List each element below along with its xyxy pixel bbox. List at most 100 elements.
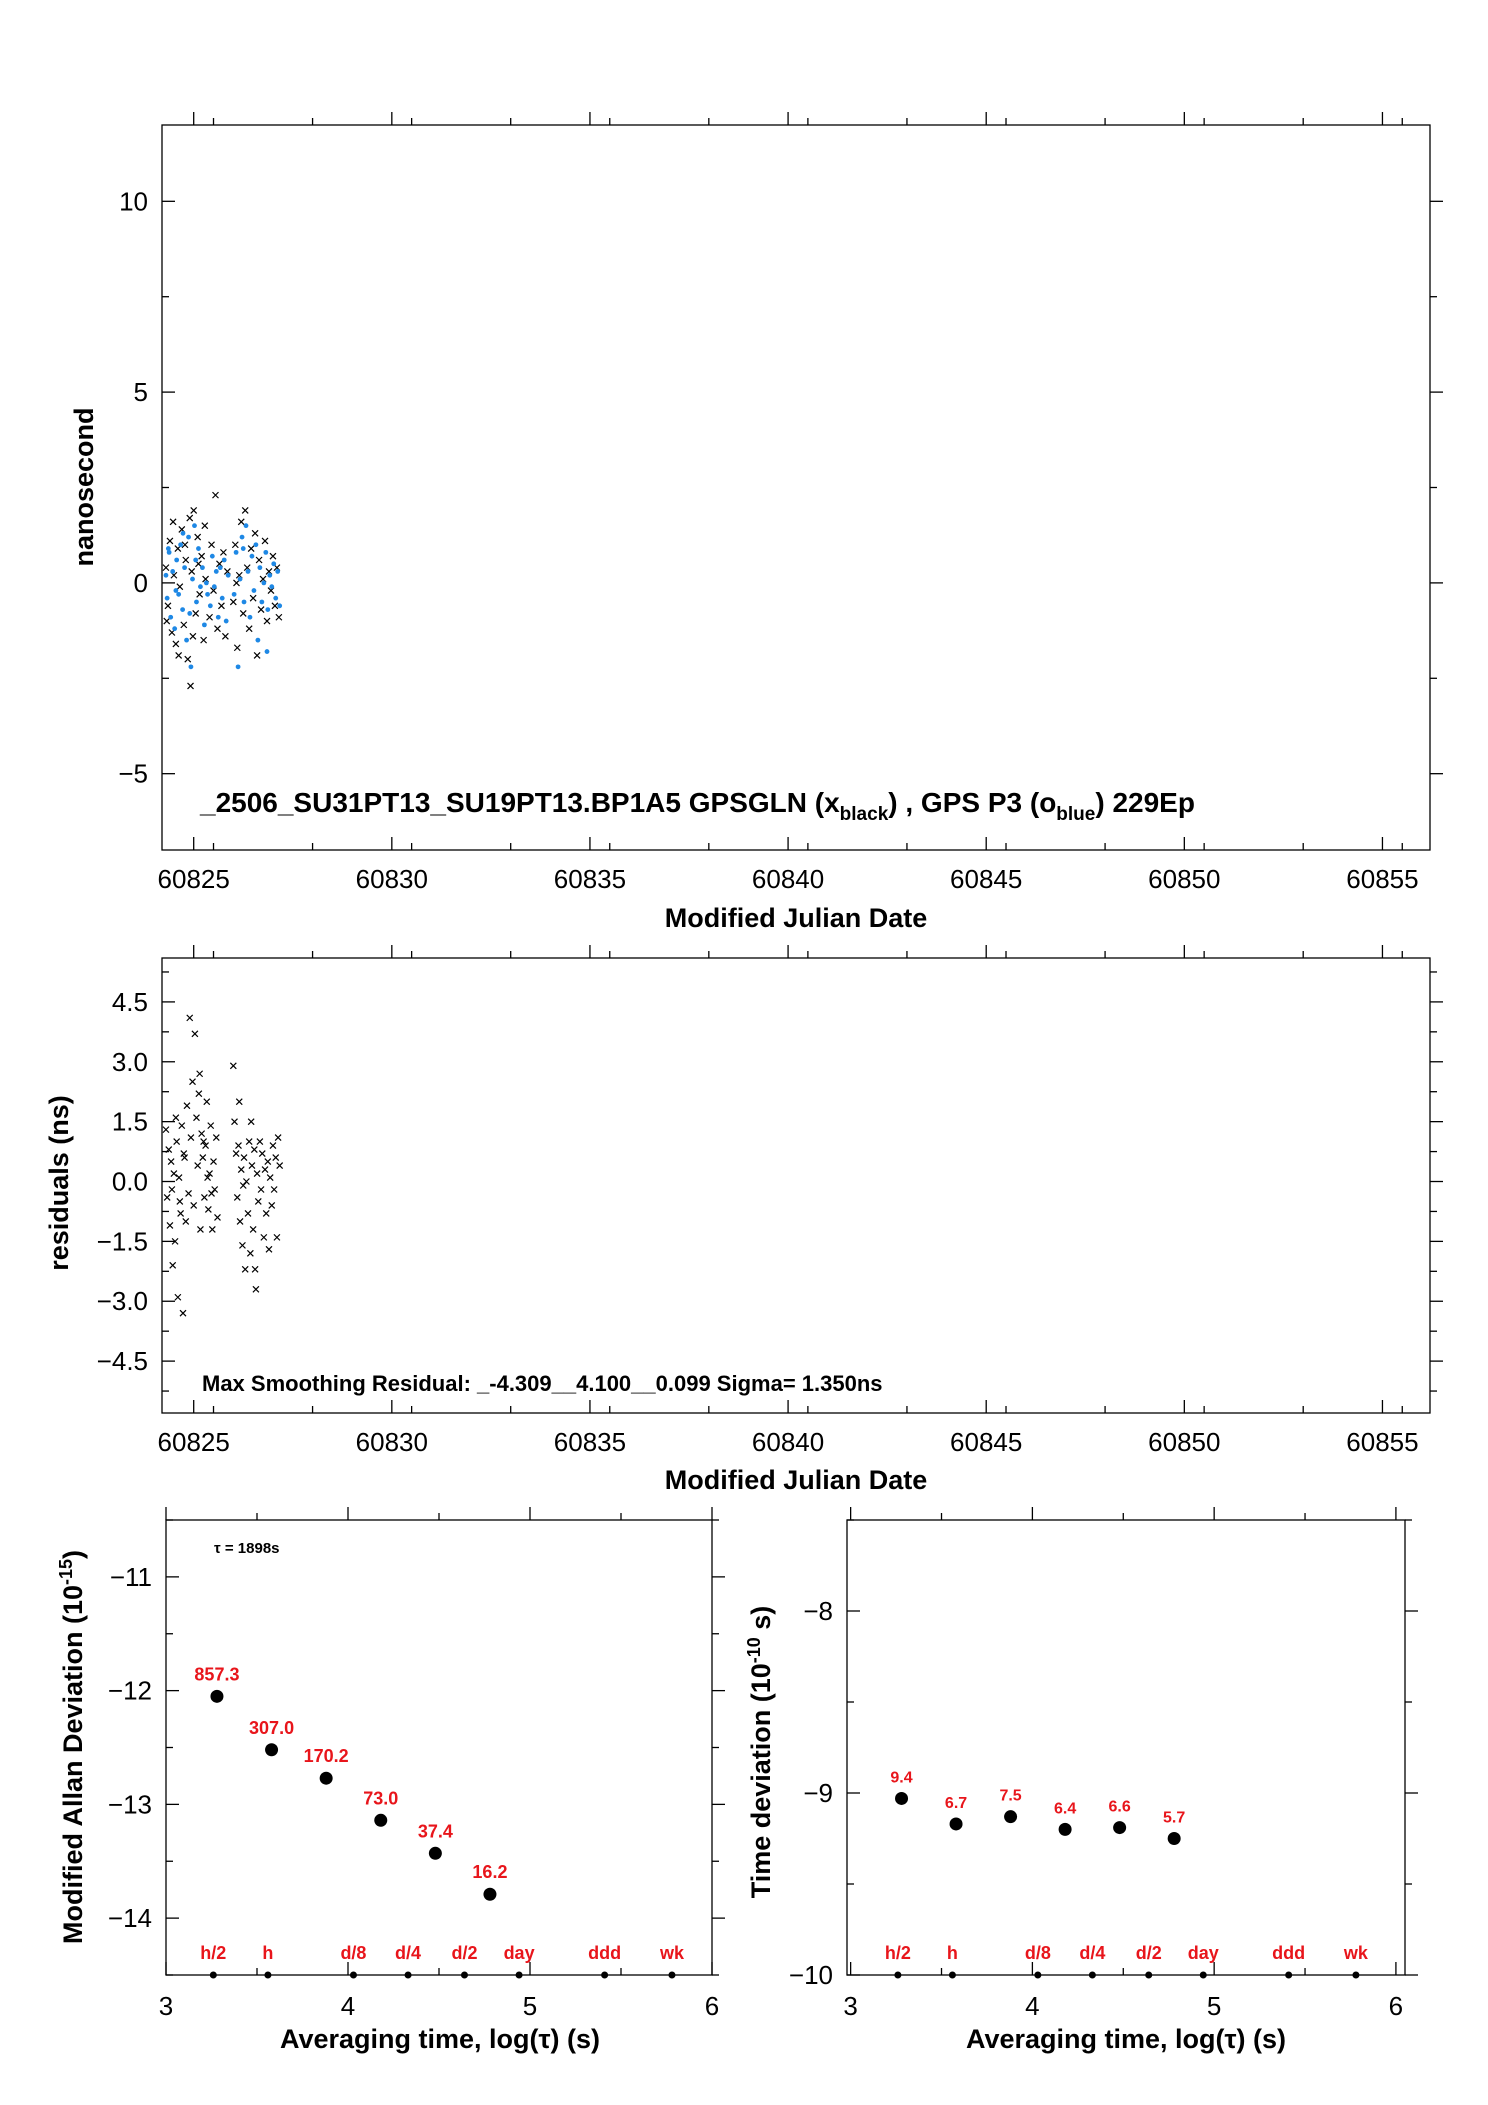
interval-marker-dot (1352, 1971, 1360, 1979)
point-x-marker (218, 602, 225, 610)
point-x-marker (177, 1210, 185, 1217)
point-x-marker (229, 598, 237, 606)
point-x-marker (179, 1309, 187, 1317)
point-dot-marker (264, 649, 270, 654)
x-stroke (221, 632, 229, 640)
point-x-marker (194, 1162, 202, 1169)
point-x-marker (183, 1102, 191, 1110)
interval-marker-dot (264, 1971, 272, 1979)
point-x-marker (196, 1070, 204, 1078)
x-stroke (264, 1158, 272, 1165)
x-stroke (195, 1090, 203, 1098)
x-stroke (258, 1150, 266, 1157)
point-x-marker (195, 1090, 203, 1098)
point-x-marker (269, 552, 277, 560)
y-tick-label: −3.0 (97, 1286, 148, 1316)
x-stroke (195, 560, 202, 568)
x-stroke (236, 1217, 244, 1225)
interval-marker-dot (894, 1971, 902, 1979)
x-tick-label: 3 (843, 1991, 857, 2021)
point-x-marker (252, 1285, 260, 1293)
point-dot-marker (207, 603, 213, 609)
x-stroke (167, 1158, 175, 1165)
x-stroke (166, 1221, 174, 1229)
x-stroke (260, 1233, 268, 1241)
point-x-marker (174, 1293, 182, 1301)
y-axis-title-mdev: Modified Allan Deviation (10-15) (56, 1550, 88, 1944)
point-dot-marker (203, 580, 209, 586)
x-tick-label: 60850 (1148, 1427, 1220, 1457)
interval-marker-dot (668, 1971, 676, 1979)
point-dot-marker (241, 599, 247, 605)
point-x-marker (187, 682, 194, 690)
point-value-label: 73.0 (363, 1788, 398, 1808)
point-dot-marker (225, 572, 231, 578)
x-stroke (253, 651, 261, 659)
x-tick-label: 60825 (158, 1427, 230, 1457)
point-dot-marker (223, 618, 229, 624)
point-x-marker (269, 1142, 277, 1150)
point-x-marker (239, 609, 247, 617)
annotation-top: _2506_SU31PT13_SU19PT13.BP1A5 GPSGLN (xb… (199, 787, 1195, 825)
y-tick-label: −11 (110, 1562, 152, 1592)
point-dot-marker (235, 664, 241, 670)
x-stroke (208, 1225, 216, 1233)
point-value-label: 170.2 (304, 1746, 349, 1766)
x-stroke (196, 590, 204, 598)
point-dot-marker (231, 591, 237, 597)
x-stroke (219, 548, 227, 556)
x-stroke (171, 1237, 179, 1245)
point-x-marker (262, 1210, 270, 1217)
point-x-marker (189, 632, 197, 640)
point-dot-marker (190, 576, 195, 582)
x-stroke (185, 1190, 192, 1197)
x-stroke (162, 1126, 170, 1134)
x-stroke (273, 564, 281, 572)
point-x-marker (204, 1174, 211, 1181)
x-stroke (249, 1225, 257, 1233)
point-x-marker (272, 1154, 280, 1161)
deviation-point (949, 1817, 963, 1831)
point-x-marker (233, 644, 241, 652)
plot-frame-residuals (161, 957, 1431, 1414)
point-x-marker (188, 568, 196, 575)
x-tick-label: 60835 (554, 1427, 626, 1457)
point-dot-marker (253, 542, 259, 548)
point-dot-marker (188, 664, 194, 670)
point-x-marker (201, 522, 209, 530)
x-tick-label: 60845 (950, 1427, 1022, 1457)
x-stroke (231, 541, 239, 549)
x-stroke (190, 1202, 198, 1209)
x-stroke (186, 1014, 194, 1022)
x-tick-label: 60830 (356, 864, 428, 894)
point-dot-marker (263, 549, 269, 555)
point-x-marker (245, 1138, 253, 1146)
y-tick-label: 1.5 (112, 1107, 148, 1137)
plot-frame-top (161, 124, 1431, 851)
point-x-marker (261, 1166, 269, 1173)
point-x-marker (250, 1146, 258, 1154)
panel-residuals: 60825 60830 60835 60840 60845 60850 60855 4.5 3.… (44, 945, 1443, 1495)
y-tick-label: 4.5 (112, 987, 148, 1017)
x-stroke (175, 651, 183, 659)
x-stroke (178, 526, 186, 533)
point-x-marker (275, 613, 283, 621)
x-axis-title-top: Modified Julian Date (665, 903, 928, 933)
point-x-marker (237, 518, 245, 526)
x-stroke (223, 568, 231, 575)
x-stroke (275, 613, 283, 621)
interval-marker-dot (1199, 1971, 1207, 1979)
x-stroke (164, 602, 172, 610)
point-x-marker (189, 1078, 196, 1086)
point-x-marker (270, 1186, 278, 1193)
x-stroke (245, 625, 253, 633)
point-dot-marker (221, 557, 227, 563)
point-dot-marker (196, 546, 201, 551)
x-stroke (176, 1198, 184, 1205)
y-tick-label: 5 (134, 377, 148, 407)
point-x-marker (235, 1142, 242, 1150)
x-stroke (163, 1194, 171, 1201)
point-x-marker (245, 625, 253, 633)
x-tick-label: 60850 (1148, 864, 1220, 894)
point-dot-marker (201, 622, 207, 628)
